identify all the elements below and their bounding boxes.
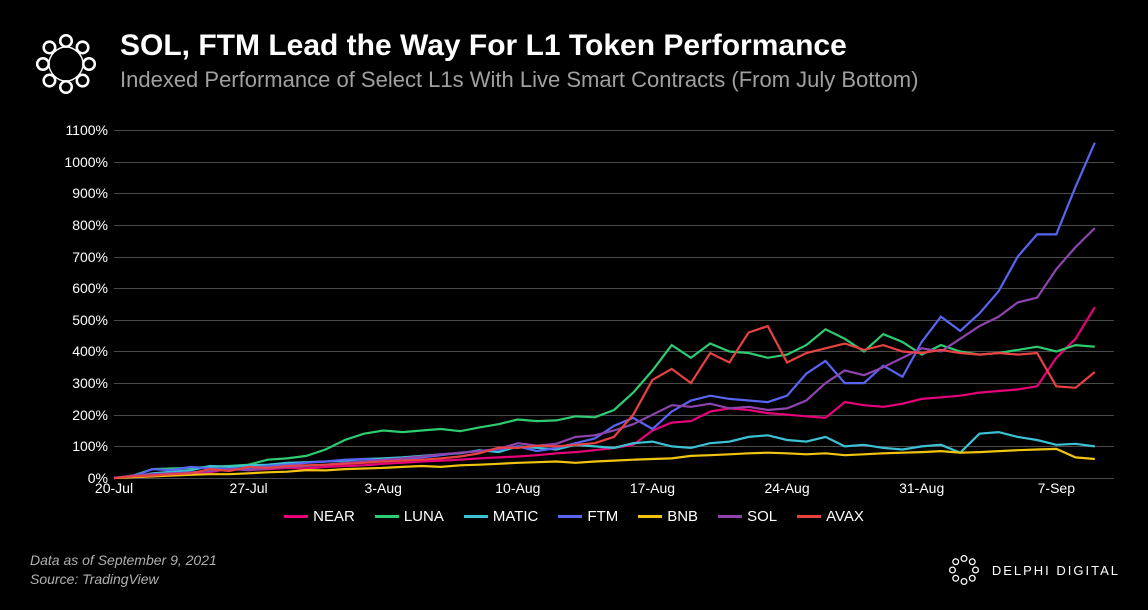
legend: NEAR LUNA MATIC FTM BNB SOL AVAX <box>0 508 1148 525</box>
gridline <box>114 478 1114 479</box>
page-title: SOL, FTM Lead the Way For L1 Token Perfo… <box>120 28 1118 64</box>
y-axis-label: 1100% <box>50 122 108 138</box>
legend-swatch-icon <box>464 515 488 518</box>
plot-area <box>114 130 1114 478</box>
page-subtitle: Indexed Performance of Select L1s With L… <box>120 66 1118 95</box>
y-axis-label: 600% <box>50 280 108 296</box>
footer: Data as of September 9, 2021 Source: Tra… <box>30 551 217 590</box>
y-axis-label: 500% <box>50 312 108 328</box>
x-axis-label: 17-Aug <box>630 480 675 496</box>
legend-label: NEAR <box>313 508 355 525</box>
legend-label: BNB <box>667 508 698 525</box>
header: SOL, FTM Lead the Way For L1 Token Perfo… <box>30 28 1118 100</box>
legend-item-sol: SOL <box>718 508 777 525</box>
delphi-logo-small-icon <box>946 552 982 588</box>
legend-swatch-icon <box>718 515 742 518</box>
footer-brand: DELPHI DIGITAL <box>946 552 1120 588</box>
legend-swatch-icon <box>797 515 821 518</box>
y-axis-label: 300% <box>50 375 108 391</box>
y-axis-label: 800% <box>50 217 108 233</box>
x-axis-label: 3-Aug <box>365 480 402 496</box>
series-bnb <box>114 449 1095 478</box>
legend-item-bnb: BNB <box>638 508 698 525</box>
x-axis-label: 20-Jul <box>95 480 133 496</box>
x-axis: 20-Jul27-Jul3-Aug10-Aug17-Aug24-Aug31-Au… <box>114 480 1114 502</box>
legend-swatch-icon <box>375 515 399 518</box>
series-ftm <box>114 143 1095 478</box>
legend-label: LUNA <box>404 508 444 525</box>
x-axis-label: 10-Aug <box>495 480 540 496</box>
y-axis-label: 100% <box>50 438 108 454</box>
legend-swatch-icon <box>284 515 308 518</box>
legend-item-luna: LUNA <box>375 508 444 525</box>
footer-date: Data as of September 9, 2021 <box>30 551 217 571</box>
footer-source: Source: TradingView <box>30 570 217 590</box>
legend-swatch-icon <box>638 515 662 518</box>
legend-label: AVAX <box>826 508 864 525</box>
legend-item-avax: AVAX <box>797 508 864 525</box>
y-axis-label: 200% <box>50 407 108 423</box>
x-axis-label: 24-Aug <box>764 480 809 496</box>
y-axis-label: 900% <box>50 185 108 201</box>
y-axis-label: 700% <box>50 249 108 265</box>
legend-item-matic: MATIC <box>464 508 539 525</box>
y-axis-label: 400% <box>50 343 108 359</box>
x-axis-label: 7-Sep <box>1038 480 1075 496</box>
series-avax <box>114 326 1095 478</box>
y-axis-label: 1000% <box>50 154 108 170</box>
chart-lines <box>114 130 1114 478</box>
legend-item-ftm: FTM <box>558 508 618 525</box>
legend-swatch-icon <box>558 515 582 518</box>
footer-brand-text: DELPHI DIGITAL <box>992 563 1120 578</box>
x-axis-label: 31-Aug <box>899 480 944 496</box>
legend-label: MATIC <box>493 508 539 525</box>
delphi-logo-icon <box>30 28 102 100</box>
legend-label: SOL <box>747 508 777 525</box>
legend-label: FTM <box>587 508 618 525</box>
legend-item-near: NEAR <box>284 508 355 525</box>
line-chart: 0%100%200%300%400%500%600%700%800%900%10… <box>52 130 1114 500</box>
x-axis-label: 27-Jul <box>230 480 268 496</box>
